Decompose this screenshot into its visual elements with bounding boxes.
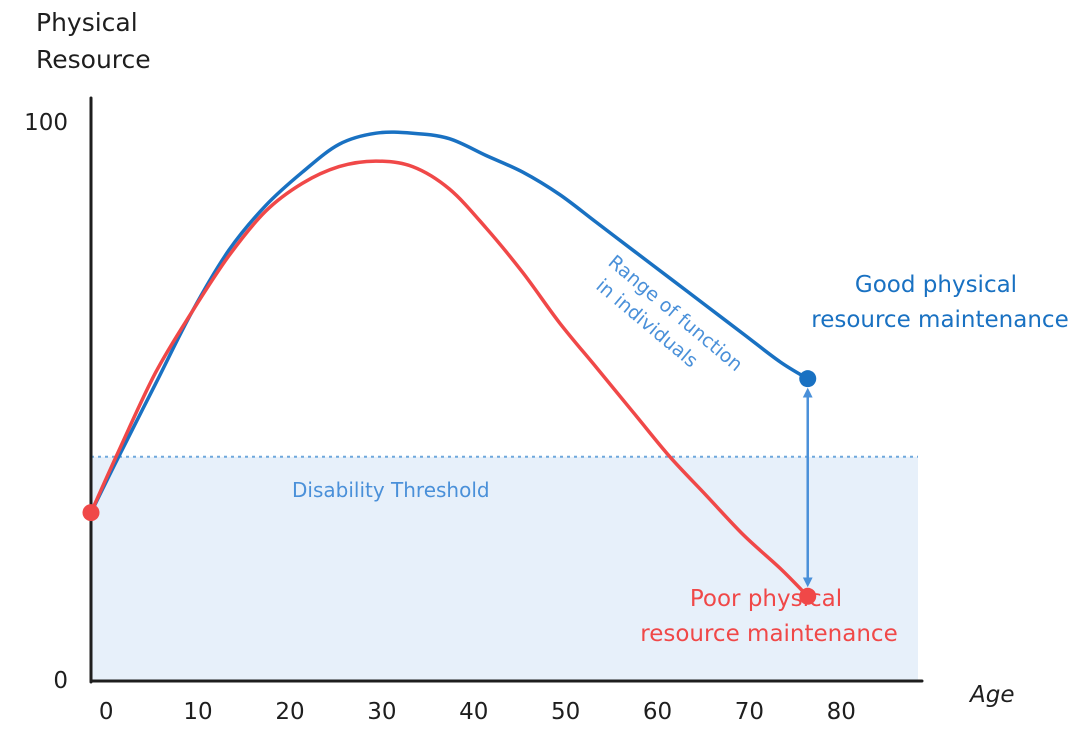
start-point-dot xyxy=(82,504,100,522)
disability-threshold-label: Disability Threshold xyxy=(292,478,490,502)
y-tick-labels: 0 100 xyxy=(24,110,68,694)
x-axis-title: Age xyxy=(968,682,1014,708)
x-tick-labels: 0 10 20 30 40 50 60 70 80 xyxy=(99,699,856,725)
poor-series-label-line-1: Poor physical xyxy=(690,586,842,612)
good-series-label-line-2: resource maintenance xyxy=(811,307,1068,333)
x-tick-10: 10 xyxy=(183,699,212,725)
x-tick-60: 60 xyxy=(643,699,672,725)
good-series-label-line-1: Good physical xyxy=(855,272,1017,298)
x-tick-0: 0 xyxy=(99,699,114,725)
y-tick-0: 0 xyxy=(53,668,68,694)
y-tick-100: 100 xyxy=(24,110,68,136)
x-tick-80: 80 xyxy=(827,699,856,725)
series-layer xyxy=(82,130,817,605)
x-tick-70: 70 xyxy=(735,699,764,725)
y-axis-title-line-1: Physical xyxy=(36,8,138,37)
x-tick-40: 40 xyxy=(459,699,488,725)
x-tick-30: 30 xyxy=(367,699,396,725)
x-tick-20: 20 xyxy=(275,699,304,725)
y-axis-title-line-2: Resource xyxy=(36,45,151,74)
range-annotation: Range of function in individuals xyxy=(592,251,747,376)
poor-maintenance-line xyxy=(89,159,810,599)
poor-series-label-line-2: resource maintenance xyxy=(640,621,897,647)
good-end-point-dot xyxy=(799,370,817,388)
poor-end-point-dot xyxy=(799,587,817,605)
x-tick-50: 50 xyxy=(551,699,580,725)
